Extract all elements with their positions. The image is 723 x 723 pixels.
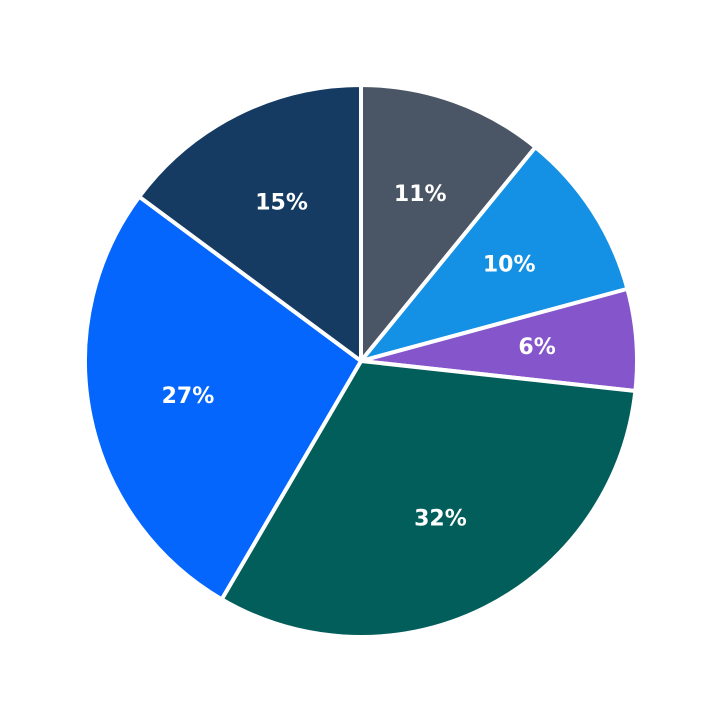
- pie-slice-label-5: 15%: [255, 191, 308, 216]
- pie-slice-0: [359, 83, 538, 363]
- pie-slice-5: [137, 83, 363, 363]
- pie-slice-3: [219, 359, 638, 639]
- pie-slice-label-1: 10%: [483, 252, 536, 277]
- pie-slice-label-0: 11%: [394, 182, 447, 207]
- pie-slice-4: [82, 194, 363, 602]
- pie-slice-label-4: 27%: [162, 384, 215, 409]
- pie-slices: [82, 83, 639, 639]
- pie-slice-labels: 11% 10% 6% 32% 27% 15%: [162, 182, 556, 531]
- pie-slice-1: [359, 145, 630, 363]
- pie-slice-label-3: 32%: [414, 506, 467, 531]
- pie-slice-label-2: 6%: [518, 335, 555, 360]
